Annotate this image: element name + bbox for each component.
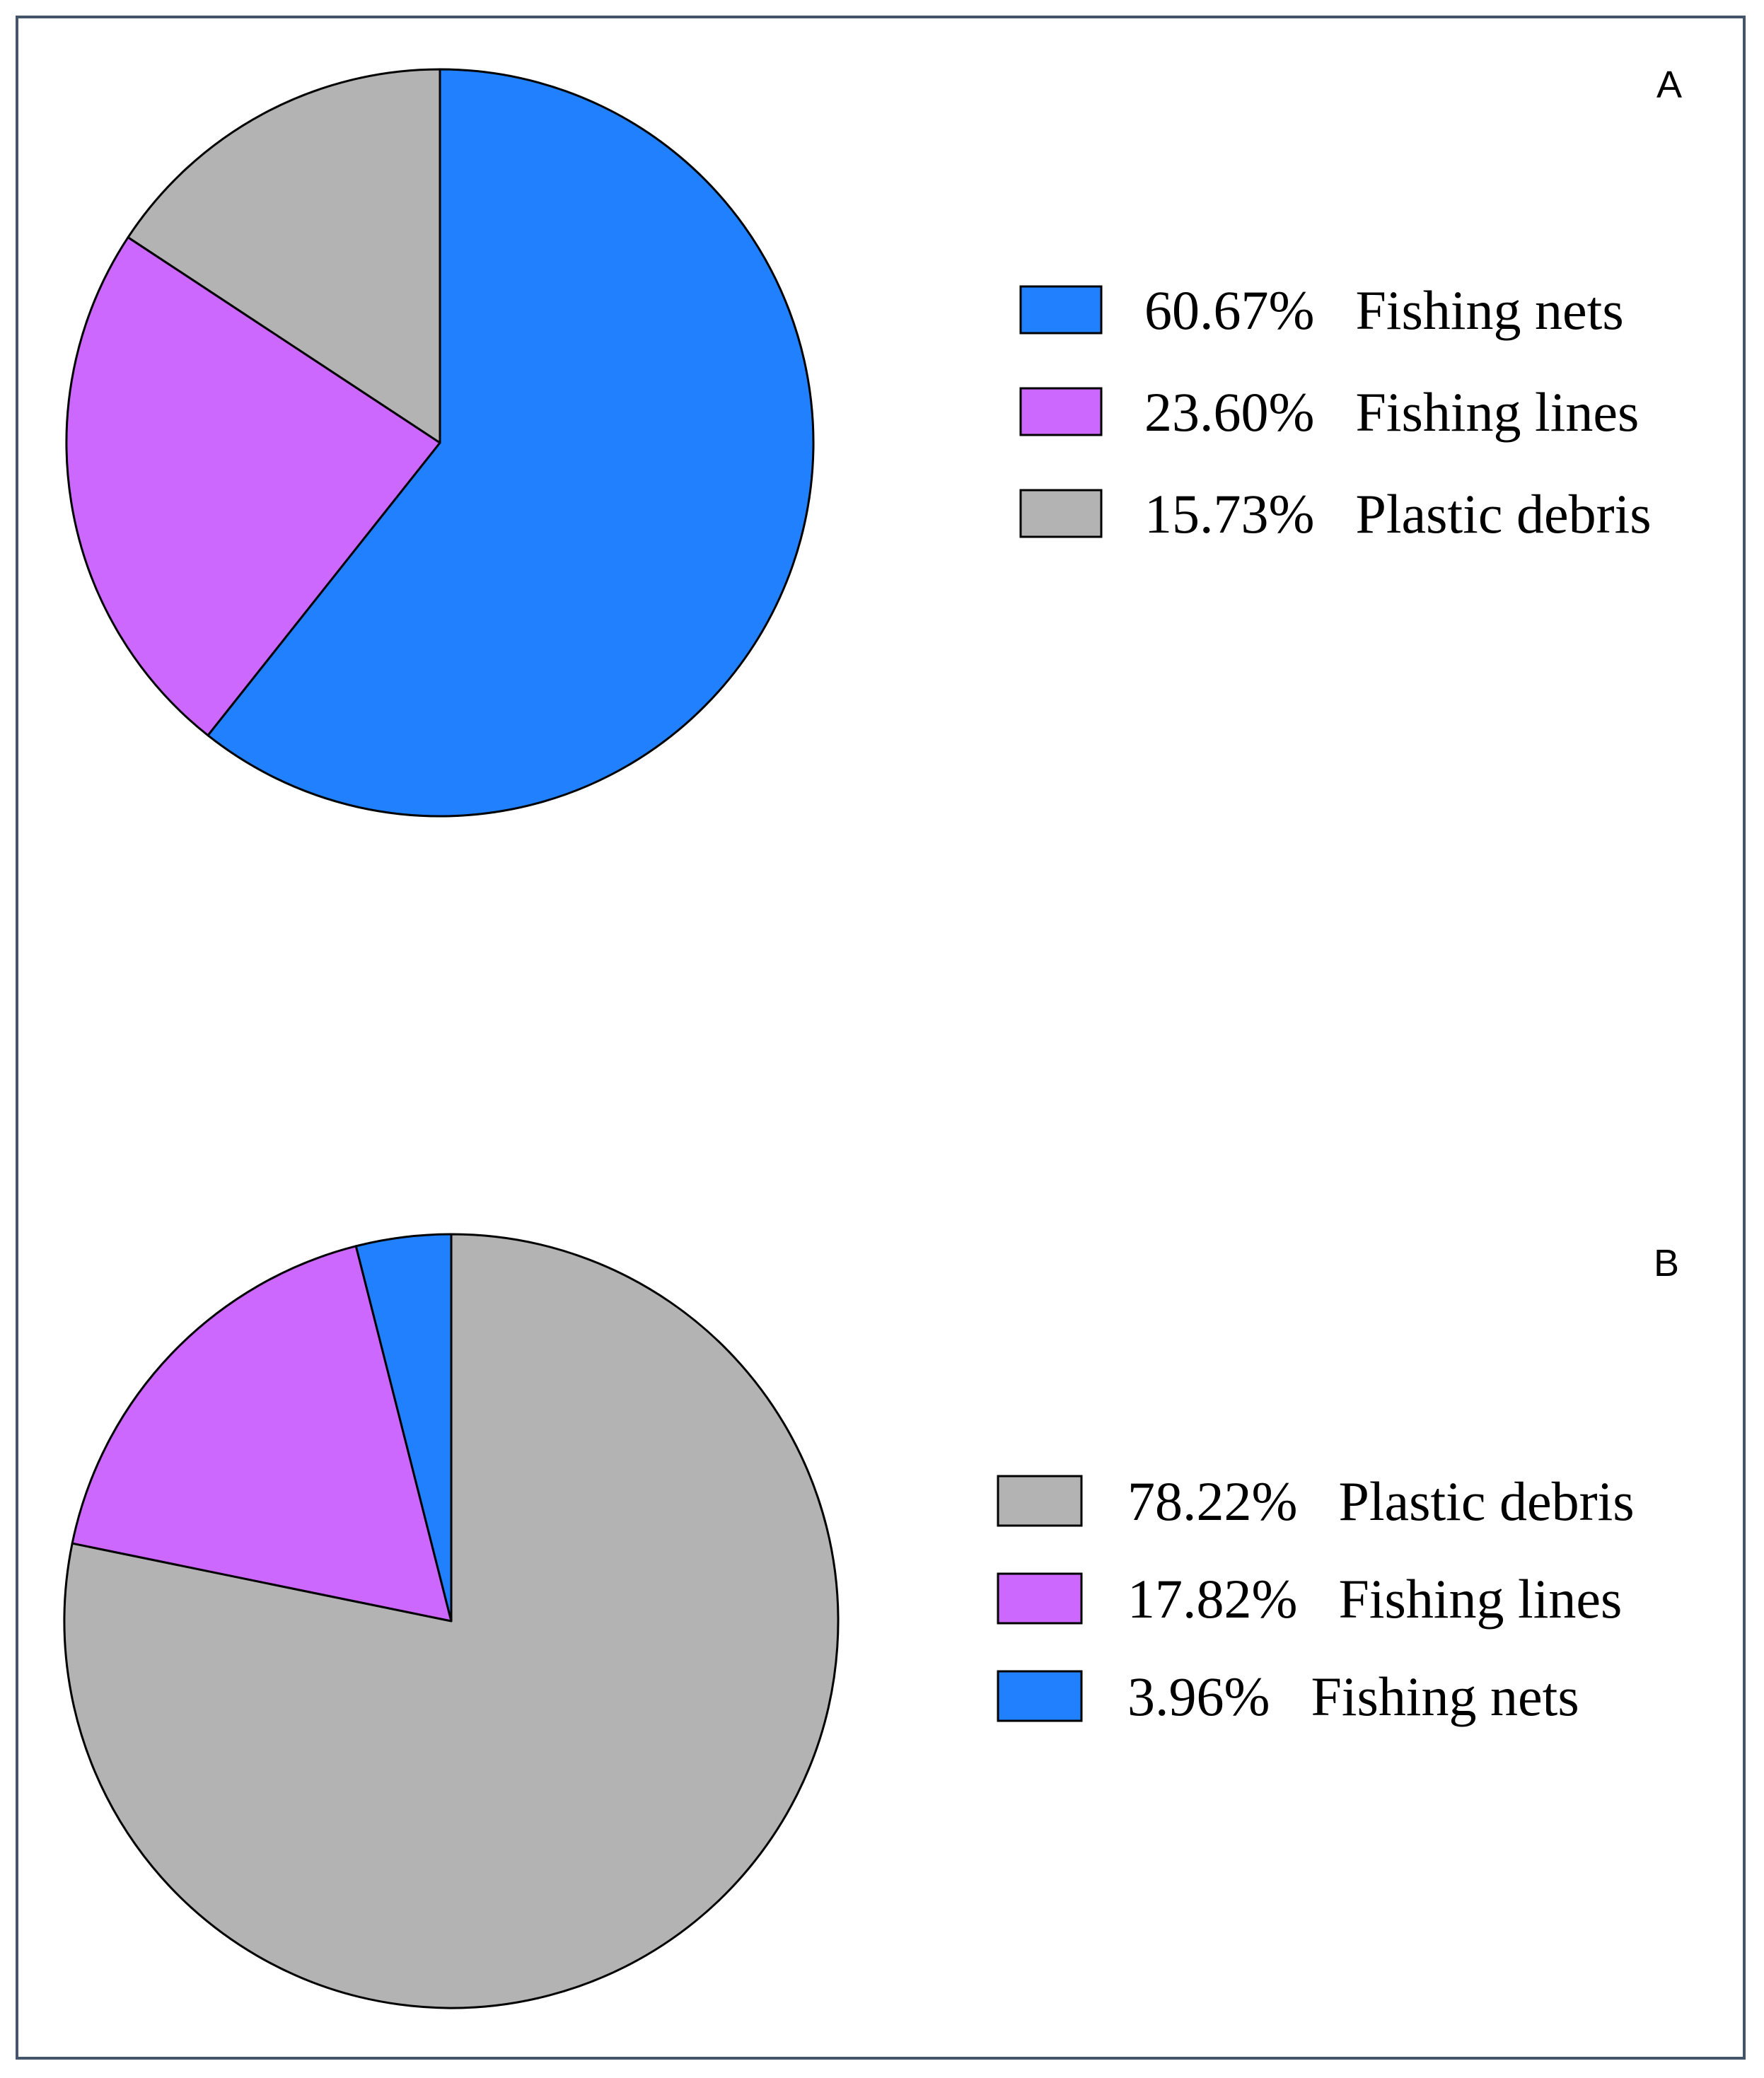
- legend-b-percent-plastic-debris: 78.22%: [1127, 1470, 1297, 1532]
- pie-a-slices: [65, 68, 815, 818]
- legend-b-name-fishing-lines: Fishing lines: [1338, 1568, 1622, 1630]
- legend-a-percent-fishing-lines: 23.60%: [1144, 381, 1314, 443]
- panel-label-b: B: [1654, 1242, 1679, 1284]
- legend-a-name-plastic-debris: Plastic debris: [1355, 483, 1651, 545]
- legend-a-item-plastic-debris: 15.73% Plastic debris: [1019, 483, 1652, 545]
- legend-a-item-fishing-nets: 60.67% Fishing nets: [1019, 279, 1624, 341]
- pie-b-slice-fishing-lines: [71, 1245, 453, 1623]
- legend-a-percent-fishing-nets: 60.67%: [1144, 279, 1314, 341]
- pie-a-slice-fishing-lines: [65, 236, 441, 737]
- legend-a-label-fishing-lines: 23.60% Fishing lines: [1144, 381, 1639, 443]
- legend-b: 78.22% Plastic debris 17.82% Fishing lines 3…: [997, 1470, 1635, 1727]
- pie-b-slice-fishing-nets: [354, 1233, 453, 1623]
- legend-b-swatch-plastic-debris: [997, 1475, 1083, 1527]
- legend-a-swatch-plastic-debris: [1019, 489, 1103, 538]
- legend-b-name-fishing-nets: Fishing nets: [1311, 1666, 1579, 1727]
- legend-a-label-fishing-nets: 60.67% Fishing nets: [1144, 279, 1624, 341]
- legend-b-item-plastic-debris: 78.22% Plastic debris: [997, 1470, 1635, 1532]
- legend-b-label-plastic-debris: 78.22% Plastic debris: [1127, 1470, 1635, 1532]
- legend-a-name-fishing-lines: Fishing lines: [1355, 381, 1639, 443]
- legend-b-name-plastic-debris: Plastic debris: [1338, 1470, 1634, 1532]
- pie-a-slice-plastic-debris: [127, 68, 441, 444]
- legend-b-swatch-fishing-lines: [997, 1572, 1083, 1625]
- legend-a-swatch-fishing-lines: [1019, 387, 1103, 436]
- panel-label-a: A: [1656, 64, 1682, 106]
- legend-b-label-fishing-lines: 17.82% Fishing lines: [1127, 1568, 1622, 1630]
- pie-b-slices: [63, 1233, 840, 2009]
- legend-a-name-fishing-nets: Fishing nets: [1355, 279, 1623, 341]
- legend-b-label-fishing-nets: 3.96% Fishing nets: [1127, 1666, 1579, 1727]
- pie-a-slice-fishing-nets: [207, 68, 815, 818]
- legend-a-percent-plastic-debris: 15.73%: [1144, 483, 1314, 545]
- legend-b-percent-fishing-lines: 17.82%: [1127, 1568, 1297, 1630]
- legend-b-percent-fishing-nets: 3.96%: [1127, 1666, 1270, 1727]
- panel-b: B 78.22% Plastic debris 17.82% Fishing line…: [63, 1233, 1679, 2009]
- legend-a-label-plastic-debris: 15.73% Plastic debris: [1144, 483, 1652, 545]
- legend-a-swatch-fishing-nets: [1019, 285, 1103, 335]
- legend-b-swatch-fishing-nets: [997, 1670, 1083, 1722]
- legend-a: 60.67% Fishing nets 23.60% Fishing lines 15.…: [1019, 279, 1652, 545]
- legend-a-item-fishing-lines: 23.60% Fishing lines: [1019, 381, 1639, 443]
- legend-b-item-fishing-nets: 3.96% Fishing nets: [997, 1666, 1579, 1727]
- panel-a: A 60.67% Fishing nets 23.60% Fishing lines 1…: [65, 64, 1682, 818]
- legend-b-item-fishing-lines: 17.82% Fishing lines: [997, 1568, 1622, 1630]
